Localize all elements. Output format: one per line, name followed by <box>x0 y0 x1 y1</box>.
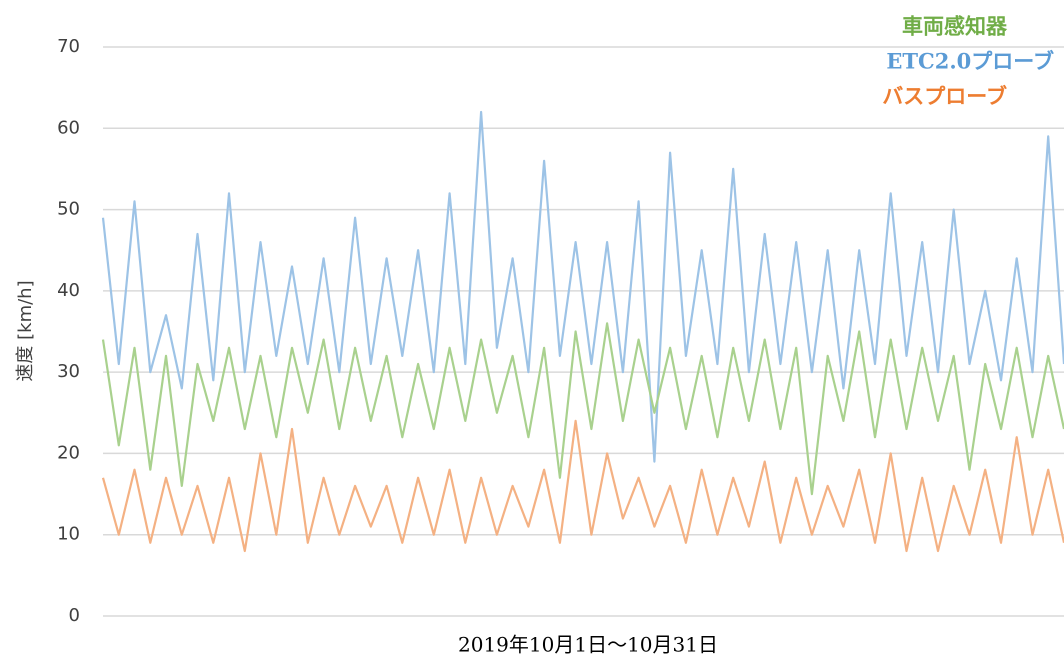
line-series <box>101 419 1064 553</box>
y-axis-label: 速度 [km/h] <box>15 280 36 381</box>
legend-label: バスプローブ <box>882 84 1007 109</box>
y-tick-label: 70 <box>57 36 80 57</box>
legend-label: 車両感知器 <box>902 14 1008 39</box>
line-series <box>101 110 1064 463</box>
legend-label: ETC2.0プローブ <box>886 49 1054 74</box>
y-tick-label: 30 <box>57 361 80 382</box>
y-tick-label: 0 <box>69 605 80 626</box>
line-series <box>101 322 1064 496</box>
x-axis-label: 2019年10月1日～10月31日 <box>458 633 718 657</box>
y-tick-label: 40 <box>57 280 80 301</box>
y-tick-label: 60 <box>57 117 80 138</box>
y-tick-label: 50 <box>57 199 80 220</box>
y-tick-label: 20 <box>57 442 80 463</box>
y-tick-label: 10 <box>57 524 80 545</box>
